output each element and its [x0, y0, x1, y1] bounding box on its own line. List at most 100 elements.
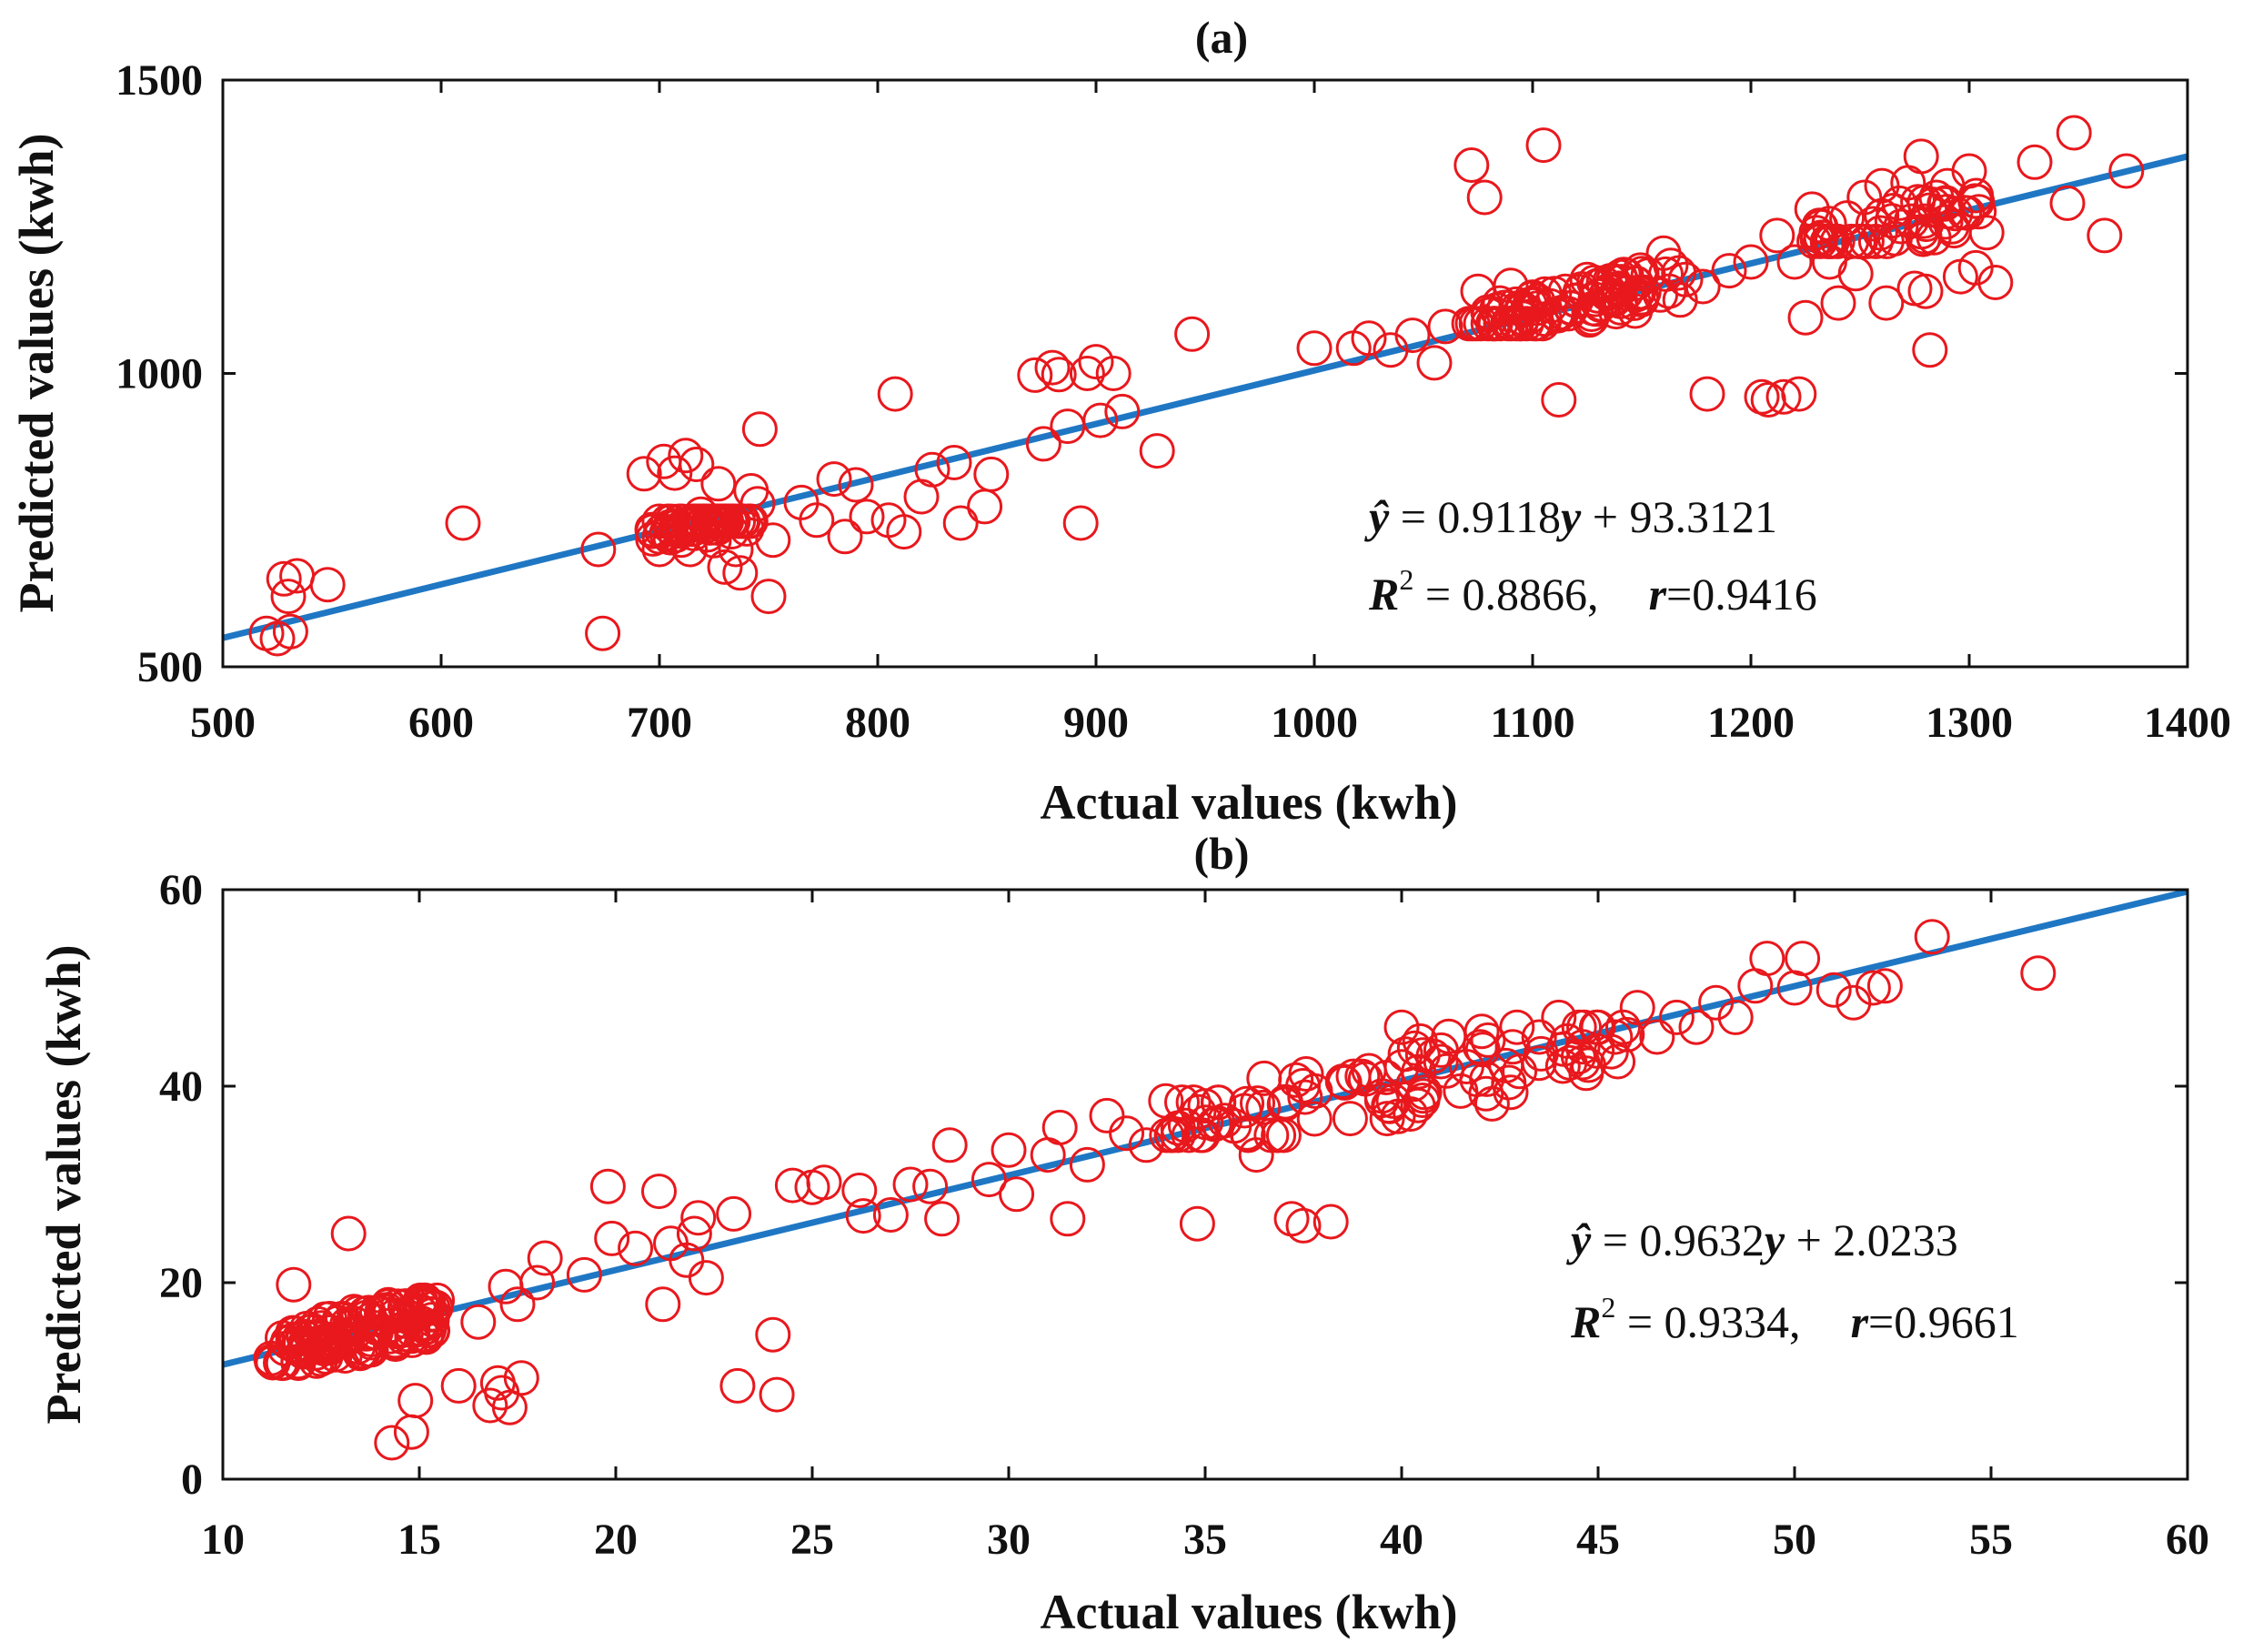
a-data-point [1416, 345, 1453, 381]
b-cluster-point [1544, 1048, 1581, 1084]
a-cluster-point [1796, 223, 1833, 259]
a-data-point [1957, 249, 1994, 286]
panel-a-points-group [248, 115, 2145, 657]
b-data-point [1344, 1058, 1381, 1094]
a-data-point [750, 579, 787, 615]
b-data-point [618, 1230, 654, 1266]
a-cluster-point [1926, 186, 1963, 222]
b-x-tick-label: 45 [1576, 1516, 1620, 1564]
b-cluster-point [407, 1309, 444, 1345]
a-data-point [838, 467, 874, 503]
b-data-point [1285, 1207, 1322, 1244]
panel-b-equation: ŷ = 0.9632y + 2.0233 [1566, 1214, 1958, 1265]
a-data-point [1733, 244, 1769, 280]
a-data-point [849, 499, 885, 535]
panel-a-y-ticks: 500 1000 1500 [116, 56, 2188, 691]
a-data-point [1427, 308, 1463, 345]
b-data-point [519, 1264, 556, 1301]
a-data-point [1868, 285, 1905, 321]
b-data-point [589, 1168, 626, 1204]
a-data-point [722, 555, 759, 591]
b-data-point [669, 1242, 705, 1278]
panel-b-title: (b) [1193, 828, 1249, 879]
a-data-point [1069, 356, 1105, 391]
b-data-point [1855, 970, 1891, 1006]
panel-a-r2-text: R2 = 0.8866, r=0.9416 [1368, 563, 1817, 620]
a-data-point [1820, 285, 1856, 321]
b-x-tick-label: 40 [1380, 1516, 1423, 1564]
b-cluster-point [1387, 1036, 1423, 1073]
b-cluster-point [406, 1282, 442, 1318]
panel-b-eq-var: y [1760, 1214, 1785, 1265]
b-data-point [1313, 1204, 1349, 1240]
b-cluster-point [312, 1324, 348, 1360]
b-cluster-point [1230, 1117, 1266, 1153]
a-data-point [668, 438, 704, 474]
a-data-point [657, 455, 693, 491]
a-data-point [1968, 215, 2005, 251]
b-data-point [716, 1195, 752, 1232]
panel-a-y-axis-label: Predicted values (kwh) [9, 134, 64, 613]
b-y-tick-label: 60 [159, 866, 203, 914]
a-cluster-point [1876, 193, 1912, 228]
b-data-point [1128, 1127, 1164, 1163]
a-cluster-point [713, 503, 749, 539]
a-data-point [1025, 426, 1061, 462]
a-data-point [2108, 153, 2145, 189]
panel-a-title: (a) [1195, 12, 1248, 63]
b-cluster-point [1415, 1038, 1452, 1074]
panel-b-y-axis-label: Predicted values (kwh) [36, 945, 91, 1425]
a-data-point [626, 456, 662, 492]
b-data-point [1273, 1201, 1310, 1237]
b-cluster-point [267, 1331, 303, 1366]
b-cluster-point [1372, 1088, 1408, 1124]
a-cluster-point [700, 503, 737, 539]
a-data-point [1951, 153, 1987, 189]
b-data-point [1089, 1097, 1125, 1133]
b-cluster-point [1182, 1117, 1219, 1153]
a-cluster-point [678, 503, 714, 539]
b-data-point [806, 1164, 842, 1201]
b-data-point [688, 1260, 724, 1296]
b-data-point [1179, 1205, 1215, 1242]
b-data-point [999, 1176, 1035, 1213]
b-cluster-point [287, 1325, 324, 1362]
b-data-point [393, 1414, 429, 1450]
b-data-point [503, 1360, 539, 1396]
a-data-point [816, 461, 852, 498]
a-cluster-point [690, 503, 727, 539]
b-data-point [1815, 972, 1852, 1008]
panel-b-y-ticks: 0 20 40 60 [159, 866, 2188, 1504]
b-data-point [1383, 1009, 1420, 1045]
a-data-point [914, 451, 950, 488]
b-cluster-point [270, 1325, 307, 1361]
b-data-point [645, 1286, 681, 1323]
b-cluster-point [264, 1345, 300, 1382]
b-cluster-point [1332, 1101, 1368, 1137]
b-cluster-point [1463, 1013, 1500, 1050]
a-cluster-point [1893, 203, 1929, 239]
b-cluster-point [275, 1322, 311, 1358]
a-data-point [1787, 299, 1824, 336]
panel-a-scatter-chart: (a) 500 600 700 800 900 1000 1100 1200 1300 1400 … [9, 12, 2231, 830]
b-cluster-point [1153, 1117, 1190, 1153]
a-data-point [2017, 144, 2053, 180]
b-data-point [719, 1367, 756, 1404]
a-data-point [1078, 344, 1114, 380]
a-data-point [1912, 332, 1948, 368]
b-cluster-point [410, 1285, 447, 1322]
b-cluster-point [1423, 1032, 1459, 1068]
panel-b-r-label: r [1851, 1296, 1869, 1347]
a-data-point [2056, 115, 2092, 151]
a-x-tick-label: 1300 [1926, 699, 2013, 747]
panel-b-r-value: =0.9661 [1868, 1296, 2019, 1347]
a-data-point [1525, 127, 1562, 164]
b-cluster-point [1493, 1074, 1529, 1111]
b-data-point [676, 1215, 712, 1252]
a-data-point [1837, 256, 1874, 292]
b-data-point [2020, 955, 2057, 992]
panel-b-eq-slope: = 0.9632 [1591, 1214, 1765, 1265]
b-cluster-point [1363, 1083, 1400, 1119]
a-data-point [1903, 138, 1939, 175]
